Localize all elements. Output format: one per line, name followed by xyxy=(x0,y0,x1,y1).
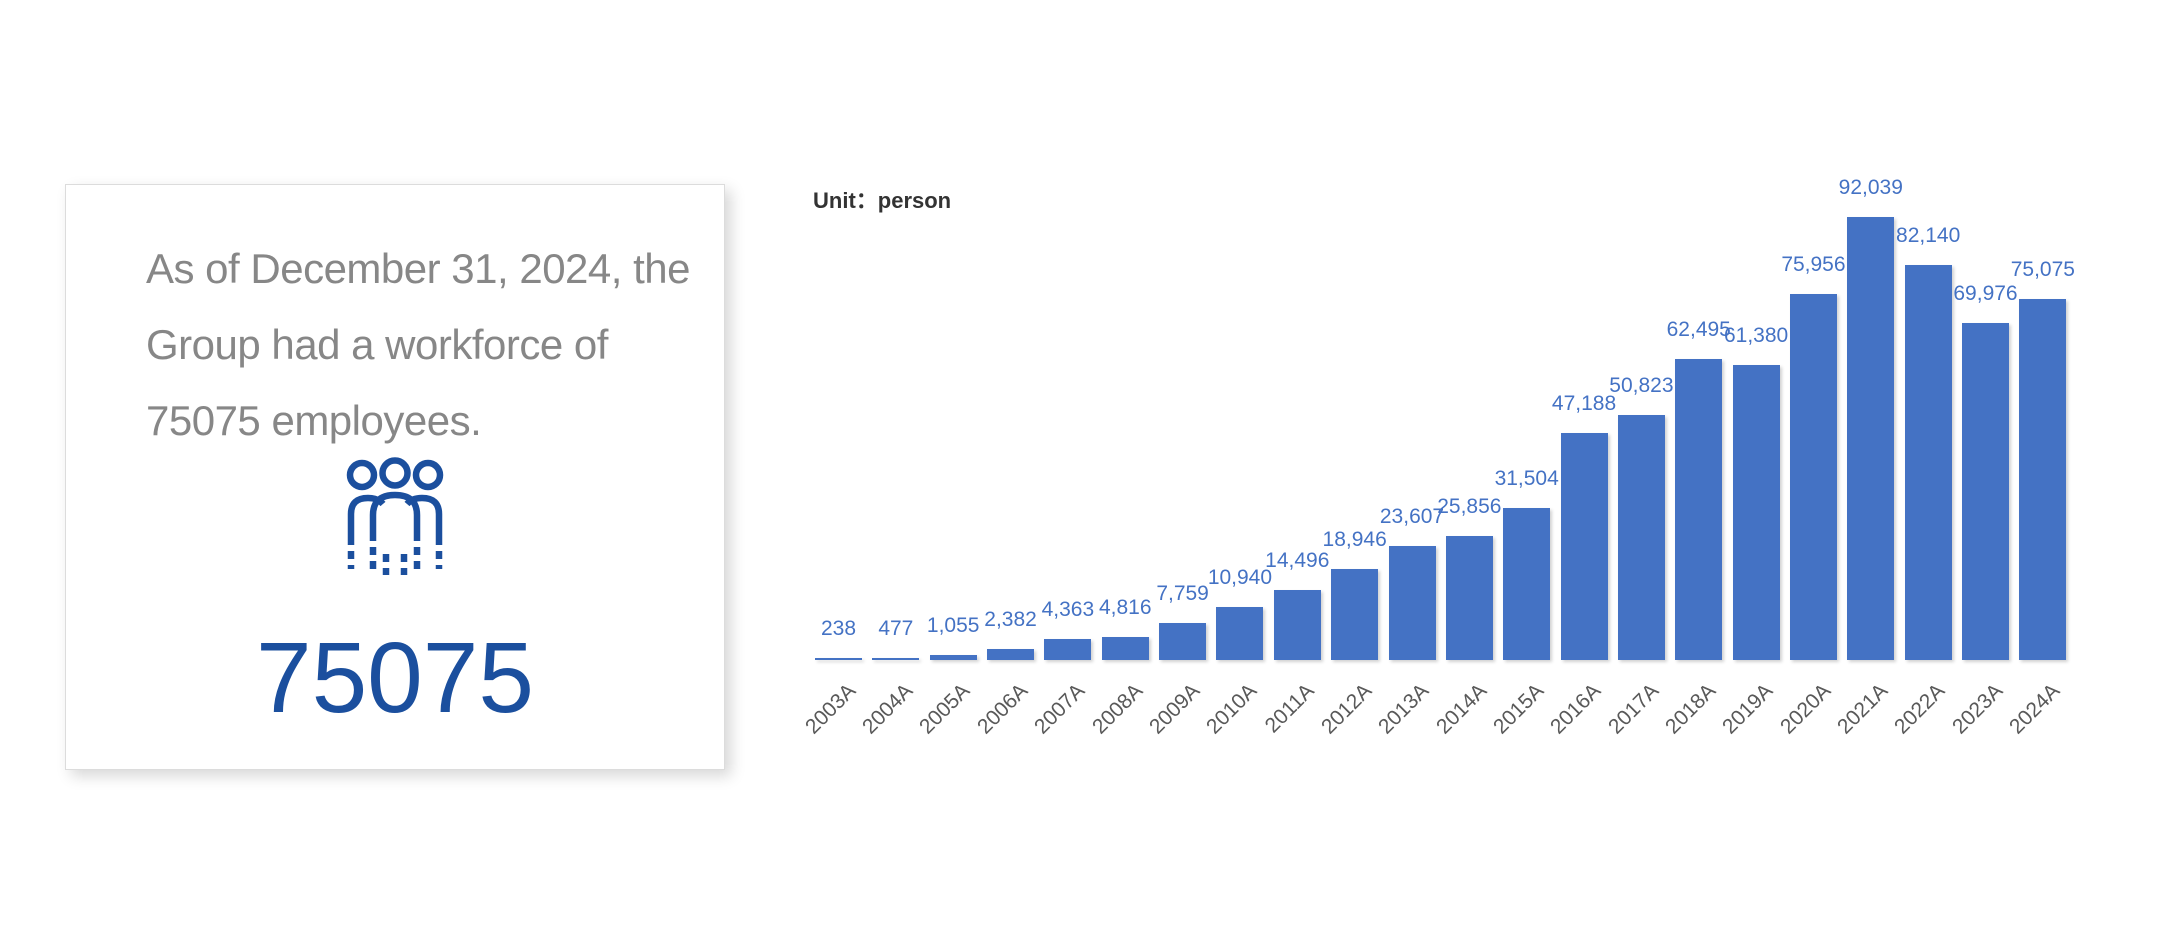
bar-2010A xyxy=(1216,607,1264,660)
bar-value-label: 92,039 xyxy=(1838,176,1903,199)
x-axis-label: 2014A xyxy=(1431,679,1491,739)
bar-2015A xyxy=(1503,508,1551,660)
bar-value-label: 4,816 xyxy=(1098,596,1152,619)
bar-2003A xyxy=(815,658,862,660)
bar-value-label: 23,607 xyxy=(1379,505,1445,528)
x-axis-label: 2022A xyxy=(1890,679,1950,739)
bar-value-label: 477 xyxy=(878,617,914,640)
bar-2009A xyxy=(1159,623,1207,660)
bar-2017A xyxy=(1617,415,1665,660)
bar-value-label: 238 xyxy=(820,617,857,640)
bar-value-label: 75,075 xyxy=(2010,258,2075,281)
bar-2024A xyxy=(2019,299,2067,660)
bar-value-label: 31,504 xyxy=(1494,467,1559,490)
bar-2004A xyxy=(872,658,920,660)
x-axis-label: 2003A xyxy=(800,679,861,739)
bar-value-label: 82,140 xyxy=(1896,224,1961,247)
x-axis-label: 2007A xyxy=(1030,679,1090,739)
bar-2008A xyxy=(1101,637,1149,660)
headcount-value: 75075 xyxy=(255,622,535,734)
x-axis-label: 2024A xyxy=(2005,679,2065,739)
bar-2007A xyxy=(1044,639,1092,660)
x-axis-label: 2015A xyxy=(1489,679,1549,739)
bar-2019A xyxy=(1732,365,1780,660)
summary-line-2: Group had a workforce of xyxy=(146,321,608,368)
x-axis-label: 2004A xyxy=(858,679,918,739)
bar-2006A xyxy=(987,649,1035,660)
bar-2005A xyxy=(929,655,977,660)
bar-value-label: 61,380 xyxy=(1723,324,1789,347)
x-axis-label: 2009A xyxy=(1144,679,1205,739)
bar-value-label: 62,495 xyxy=(1666,318,1731,341)
x-axis-label: 2018A xyxy=(1661,679,1721,739)
bar-value-label: 50,823 xyxy=(1609,374,1674,397)
summary-line-3: 75075 employees. xyxy=(146,397,482,444)
x-axis-label: 2008A xyxy=(1087,679,1147,739)
bar-2016A xyxy=(1560,433,1608,660)
people-group-icon xyxy=(342,457,448,579)
unit-label: Unit：person xyxy=(813,188,952,213)
x-axis-label: 2005A xyxy=(915,679,975,739)
bar-value-label: 47,188 xyxy=(1551,392,1617,415)
x-axis-label: 2011A xyxy=(1260,679,1319,738)
bar-value-label: 2,382 xyxy=(984,608,1037,631)
x-axis-label: 2013A xyxy=(1374,679,1434,739)
workforce-card: As of December 31, 2024, the Group had a… xyxy=(65,184,725,770)
x-axis-label: 2010A xyxy=(1202,679,1262,739)
x-axis-label: 2019A xyxy=(1718,679,1778,739)
bar-2012A xyxy=(1331,569,1379,660)
bar-value-label: 25,856 xyxy=(1437,495,1502,518)
bar-2013A xyxy=(1388,546,1436,660)
x-axis-label: 2023A xyxy=(1947,679,2008,739)
workforce-summary: As of December 31, 2024, the Group had a… xyxy=(146,231,691,459)
bar-value-label: 75,956 xyxy=(1781,253,1846,276)
bar-value-label: 1,055 xyxy=(926,614,980,637)
bar-2021A xyxy=(1847,217,1895,660)
bar-value-label: 7,759 xyxy=(1156,582,1209,605)
bar-value-label: 10,940 xyxy=(1207,566,1273,589)
x-axis-label: 2020A xyxy=(1775,679,1836,739)
bar-2014A xyxy=(1445,536,1493,660)
bar-value-label: 18,946 xyxy=(1322,528,1387,551)
bar-2020A xyxy=(1789,294,1837,660)
bar-2018A xyxy=(1675,359,1723,660)
bar-value-label: 69,976 xyxy=(1953,282,2018,305)
x-axis-label: 2006A xyxy=(972,679,1033,739)
bar-2011A xyxy=(1273,590,1321,660)
x-axis-label: 2021A xyxy=(1833,679,1893,739)
summary-line-1: As of December 31, 2024, the xyxy=(146,245,691,292)
bar-2022A xyxy=(1904,265,1952,660)
x-axis-label: 2016A xyxy=(1546,679,1606,739)
x-axis-label: 2012A xyxy=(1317,679,1377,739)
bar-value-label: 14,496 xyxy=(1265,549,1330,572)
x-axis-label: 2017A xyxy=(1603,679,1663,739)
bar-value-label: 4,363 xyxy=(1041,598,1095,621)
bar-2023A xyxy=(1962,323,2009,660)
